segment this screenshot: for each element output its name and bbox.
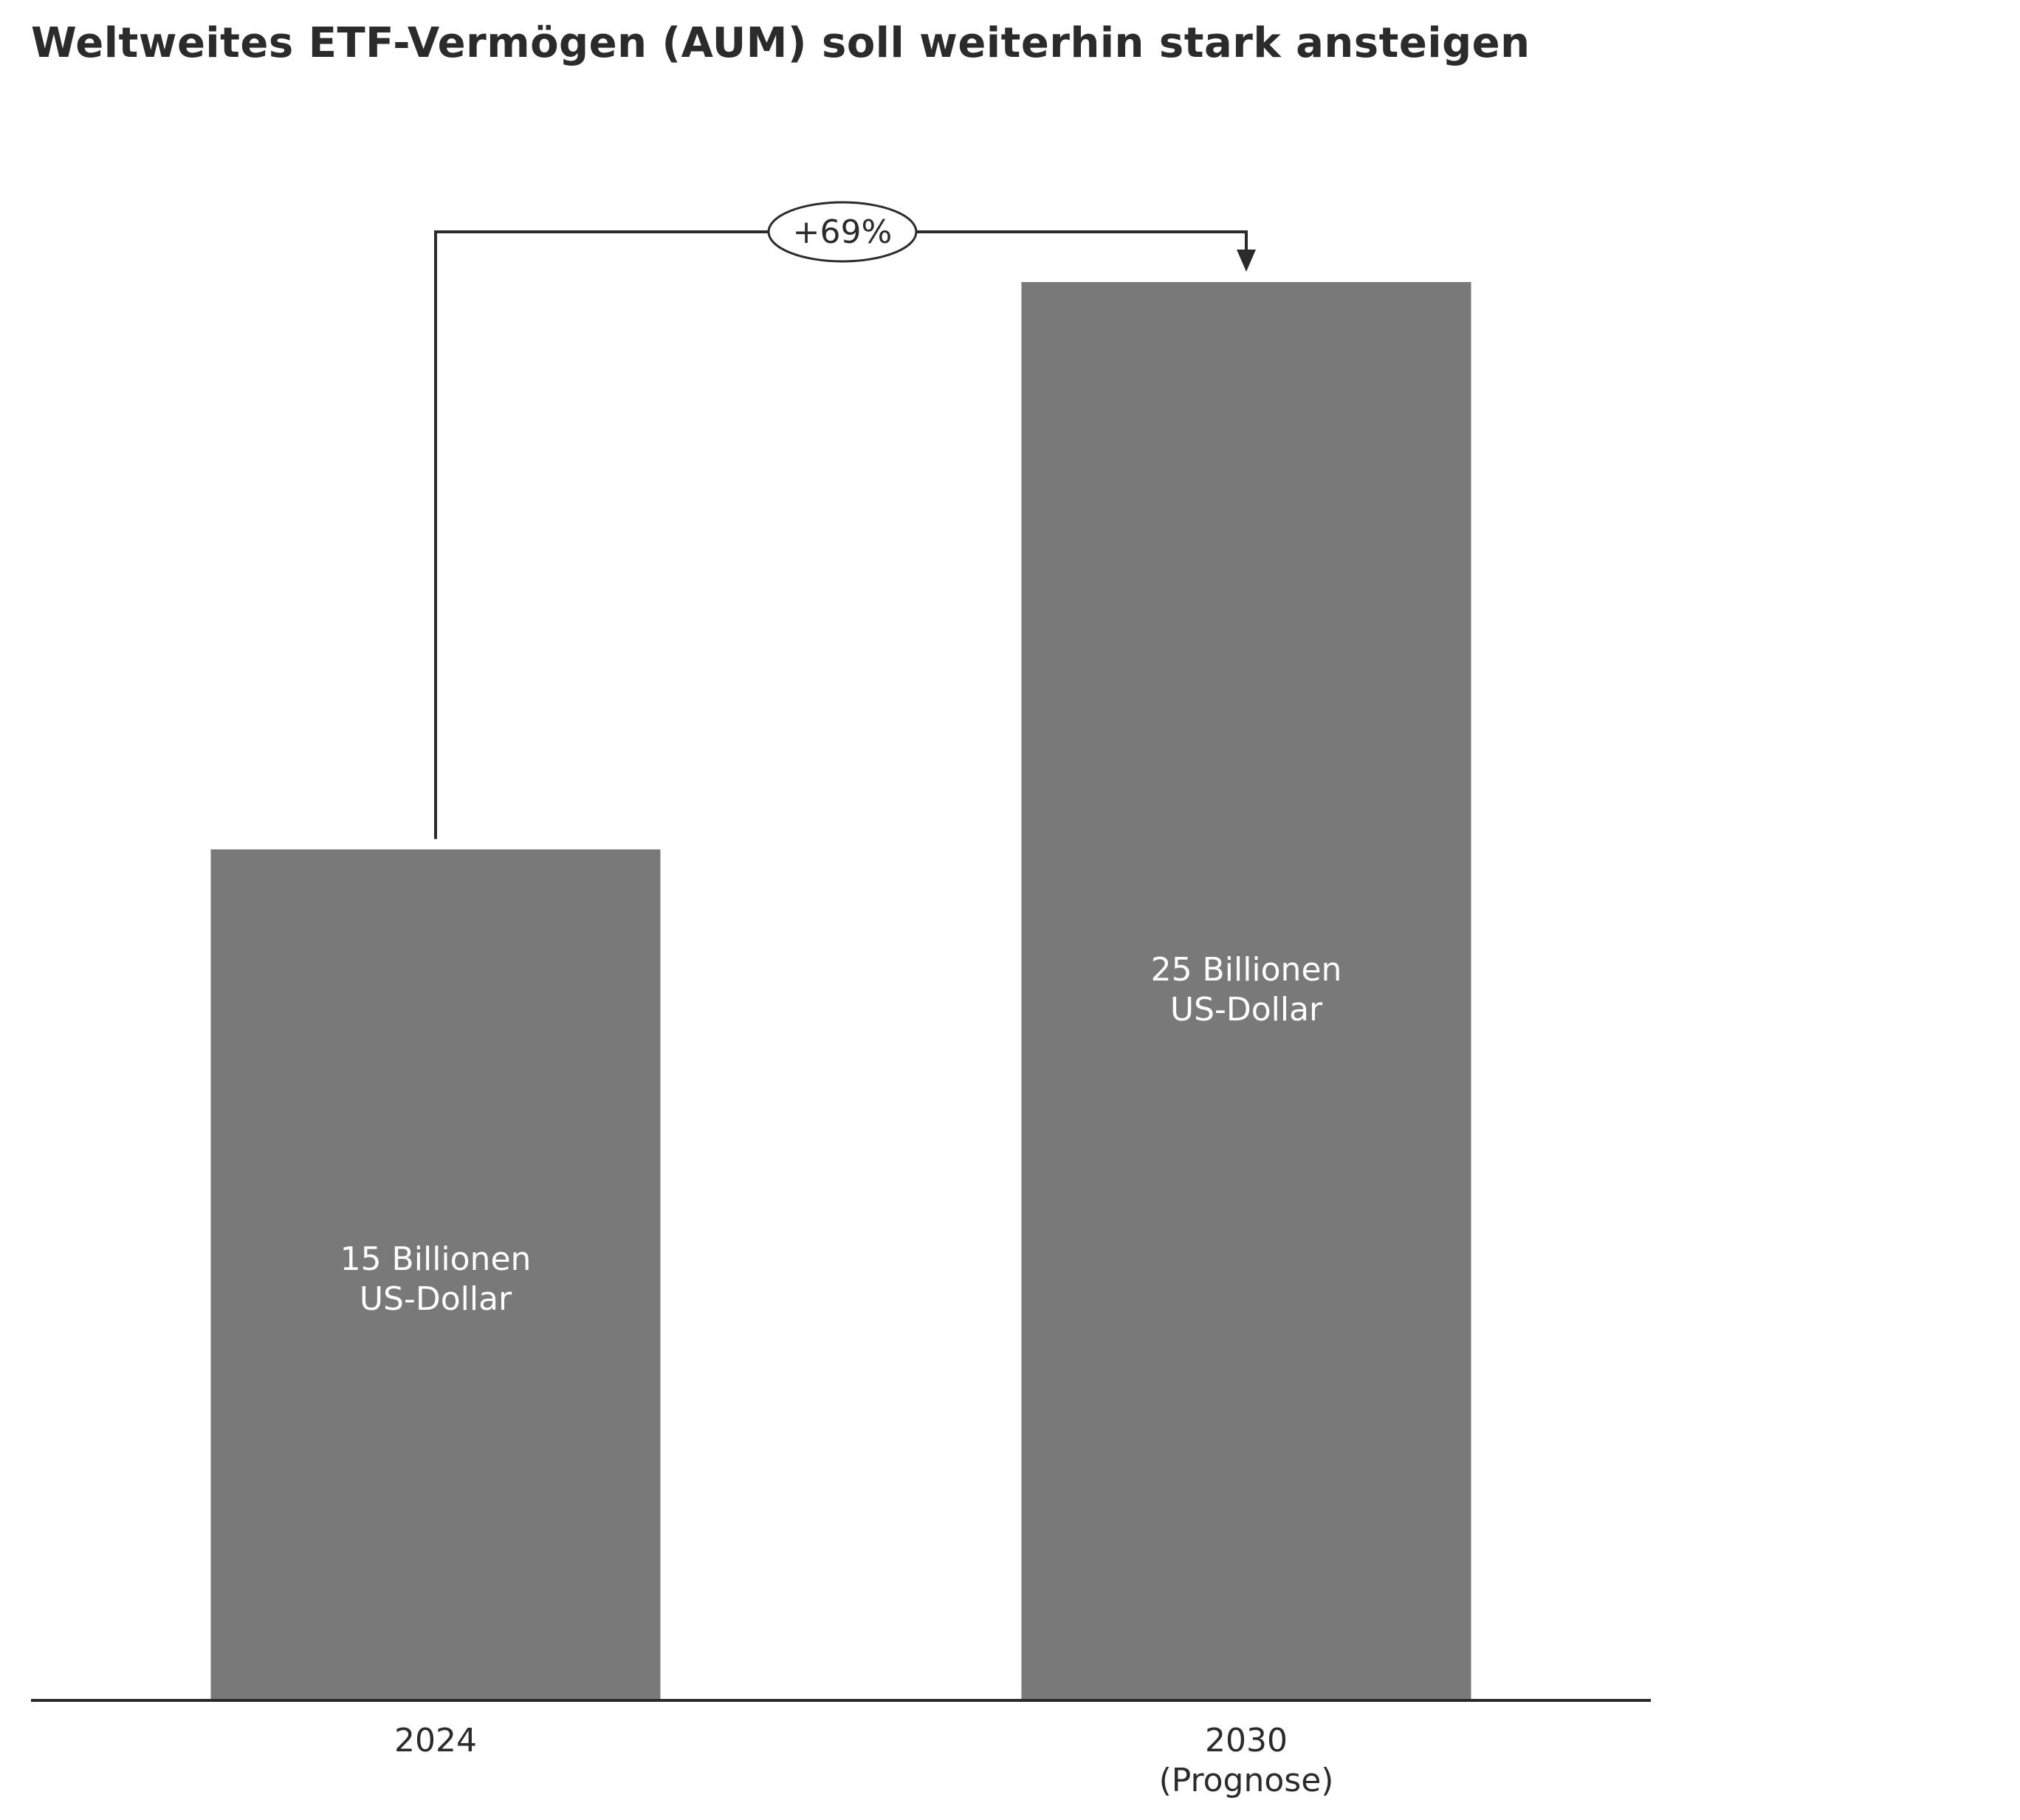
data-label: 15 Billionen US-Dollar xyxy=(340,1240,532,1318)
chart-title: Weltweites ETF-Vermögen (AUM) soll weite… xyxy=(31,19,1531,67)
bar-2024 xyxy=(210,849,661,1700)
growth-annotation: +69% xyxy=(793,213,893,251)
growth-bracket-right xyxy=(916,230,1248,251)
growth-badge xyxy=(767,201,918,263)
bar-2030 xyxy=(1021,282,1471,1700)
data-label: 25 Billionen US-Dollar xyxy=(1151,951,1342,1029)
x-tick-label: 2024 xyxy=(394,1722,477,1759)
growth-bracket-left xyxy=(434,230,769,839)
arrow-down-icon xyxy=(1237,250,1256,272)
x-tick-label: 2030 (Prognose) xyxy=(1159,1722,1334,1799)
